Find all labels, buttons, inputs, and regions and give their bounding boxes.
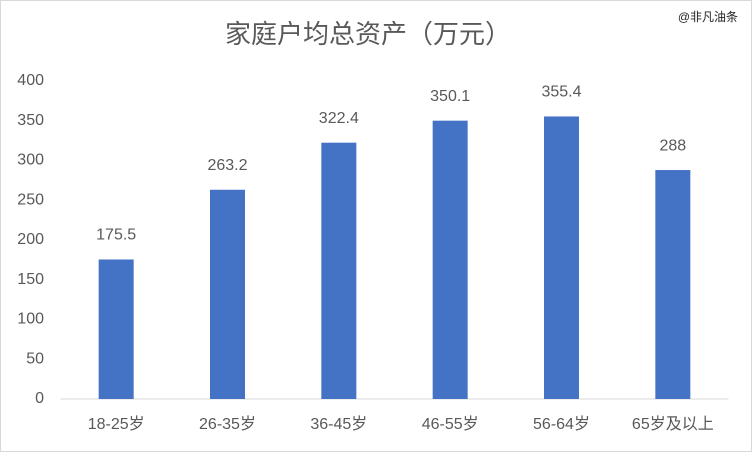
y-tick-label: 150 xyxy=(17,271,44,288)
y-tick-label: 50 xyxy=(26,350,44,367)
watermark: @非凡油条 xyxy=(678,10,738,24)
y-tick-label: 400 xyxy=(17,72,44,89)
y-tick-label: 300 xyxy=(17,152,44,169)
data-label: 263.2 xyxy=(207,157,247,174)
bar xyxy=(321,142,357,399)
x-tick-label: 56-64岁 xyxy=(533,415,590,433)
chart-title: 家庭户均总资产（万元） xyxy=(225,19,511,49)
bar xyxy=(544,116,579,399)
y-tick-label: 250 xyxy=(17,191,44,208)
y-tick-label: 100 xyxy=(17,311,44,328)
y-tick-label: 200 xyxy=(17,231,44,248)
x-tick-label: 26-35岁 xyxy=(199,415,256,433)
x-tick-label: 36-45岁 xyxy=(310,415,367,433)
x-tick-label: 65岁及以上 xyxy=(632,415,714,433)
data-label: 288 xyxy=(659,137,686,154)
x-tick-label: 46-55岁 xyxy=(422,415,479,433)
data-label: 350.1 xyxy=(430,88,470,105)
y-tick-label: 0 xyxy=(35,390,44,407)
data-label: 175.5 xyxy=(96,227,136,244)
bar xyxy=(432,120,468,399)
y-tick-label: 350 xyxy=(17,112,44,129)
bar xyxy=(210,189,245,399)
data-label: 355.4 xyxy=(541,84,581,101)
data-label: 322.4 xyxy=(319,110,359,127)
bar xyxy=(655,170,691,399)
x-tick-label: 18-25岁 xyxy=(88,415,145,433)
bar xyxy=(98,259,134,399)
